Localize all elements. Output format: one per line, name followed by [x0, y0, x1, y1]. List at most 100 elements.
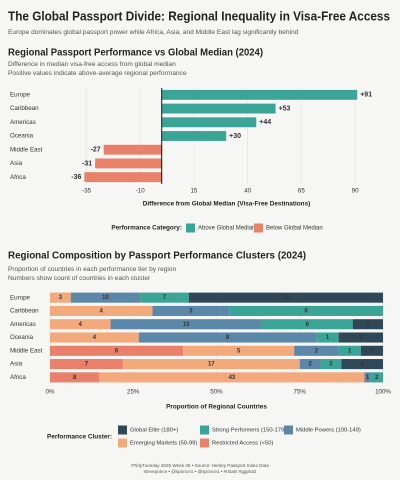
- caption: steveponce • @sponce1 • @sponce1 • #rsta…: [144, 469, 257, 474]
- value-label: 10: [102, 295, 109, 301]
- legend-title: Performance Category:: [111, 225, 182, 232]
- x-axis-title: Proportion of Regional Countries: [166, 404, 267, 411]
- legend-swatch: [284, 425, 293, 435]
- value-label: 4: [361, 362, 365, 368]
- legend-title: Performance Cluster:: [47, 434, 112, 441]
- y-tick-label: Africa: [10, 174, 26, 181]
- x-tick-label: 75%: [294, 389, 307, 396]
- y-tick-label: Africa: [10, 374, 26, 381]
- value-label: 6: [115, 348, 119, 354]
- value-label: +53: [279, 105, 291, 112]
- value-label: 6: [304, 309, 308, 315]
- y-tick-label: Oceania: [10, 133, 34, 140]
- bar: [161, 103, 276, 114]
- bar-segment: [364, 372, 371, 383]
- value-label: 8: [226, 335, 230, 341]
- legend-swatch: [186, 223, 195, 233]
- x-tick-label: 50%: [210, 389, 223, 396]
- value-label: 2: [366, 322, 370, 328]
- value-label: 4: [100, 309, 104, 315]
- legend-label: Global Elite (180+): [130, 428, 178, 434]
- y-tick-label: Europe: [10, 91, 31, 98]
- page-subtitle: Europe dominates global passport power w…: [8, 29, 299, 36]
- bar-segment: [138, 332, 317, 343]
- bar-segment: [370, 372, 383, 383]
- bar-segment: [110, 319, 262, 330]
- bar-segment: [70, 292, 141, 303]
- value-label: 3: [59, 295, 63, 301]
- value-label: -27: [91, 147, 101, 154]
- y-tick-label: Americas: [10, 321, 36, 328]
- y-tick-label: Americas: [10, 119, 36, 126]
- bar-segment: [50, 359, 123, 370]
- y-tick-label: Middle East: [10, 347, 43, 354]
- value-label: 10: [183, 322, 190, 328]
- bar-segment: [99, 372, 365, 383]
- bar-segment: [122, 359, 300, 370]
- legend-swatch: [200, 425, 209, 435]
- value-label: 8: [73, 375, 77, 381]
- legend-swatch: [254, 223, 263, 233]
- bar-segment: [50, 319, 111, 330]
- bar-segment: [50, 372, 100, 383]
- legend-label: Restricted Access (<50): [212, 441, 273, 447]
- bar-segment: [320, 359, 342, 370]
- bar: [161, 89, 358, 100]
- value-label: 1: [370, 348, 374, 354]
- x-tick-label: 40: [244, 188, 251, 195]
- y-tick-label: Caribbean: [10, 308, 39, 315]
- value-label: 1: [326, 335, 330, 341]
- value-label: 1: [366, 375, 370, 381]
- legend-label: Emerging Markets (50-99): [130, 441, 197, 447]
- legend-label: Below Global Median: [266, 226, 323, 232]
- legend-label: Strong Performers (150-179): [212, 428, 286, 434]
- value-label: 7: [85, 362, 89, 368]
- bar-segment: [316, 332, 339, 343]
- bar: [161, 117, 257, 128]
- legend-swatch: [118, 425, 127, 435]
- y-tick-label: Asia: [10, 361, 23, 368]
- value-label: -36: [71, 174, 81, 181]
- bar-segment: [50, 332, 139, 343]
- bar: [103, 144, 162, 155]
- value-label: 4: [93, 335, 97, 341]
- y-tick-label: Oceania: [10, 334, 34, 341]
- bar-segment: [294, 345, 339, 356]
- value-label: 2: [329, 362, 333, 368]
- bar-segment: [50, 305, 153, 316]
- bar-segment: [360, 345, 383, 356]
- value-label: 4: [79, 322, 83, 328]
- legend-label: Middle Powers (100-149): [296, 428, 361, 434]
- bar-segment: [50, 345, 184, 356]
- x-tick-label: 100%: [375, 389, 391, 396]
- bar: [161, 131, 227, 141]
- legend-label: Above Global Median: [198, 226, 255, 232]
- value-label: +44: [259, 119, 271, 126]
- legend-swatch: [118, 438, 127, 448]
- value-label: 5: [237, 348, 241, 354]
- bar-segment: [152, 305, 230, 316]
- y-tick-label: Asia: [10, 160, 23, 167]
- x-tick-label: -10: [136, 188, 146, 195]
- x-tick-label: 25%: [127, 389, 140, 396]
- bar-segment: [261, 319, 353, 330]
- bar-segment: [229, 305, 383, 316]
- value-label: 2: [359, 335, 363, 341]
- x-tick-label: 0%: [46, 389, 55, 396]
- bar-segment: [299, 359, 321, 370]
- chart-subtitle: Difference in median visa-free access fr…: [8, 61, 176, 68]
- value-label: 2: [308, 362, 312, 368]
- bar-segment: [338, 332, 383, 343]
- value-label: 28: [283, 295, 290, 301]
- value-label: 1: [348, 348, 352, 354]
- chart-title: Regional Composition by Passport Perform…: [8, 251, 306, 262]
- y-tick-label: Caribbean: [10, 105, 39, 112]
- chart-subtitle: Proportion of countries in each performa…: [8, 266, 177, 273]
- chart-subtitle: Positive values indicate above-average r…: [8, 70, 187, 77]
- x-axis-title: Difference from Global Median (Visa-Free…: [143, 201, 311, 208]
- page-title: The Global Passport Divide: Regional Ine…: [8, 8, 390, 23]
- y-tick-label: Middle East: [10, 146, 43, 153]
- caption: #TidyTuesday 2025 Week 36 • Source: Henl…: [131, 463, 269, 468]
- bar-segment: [188, 292, 383, 303]
